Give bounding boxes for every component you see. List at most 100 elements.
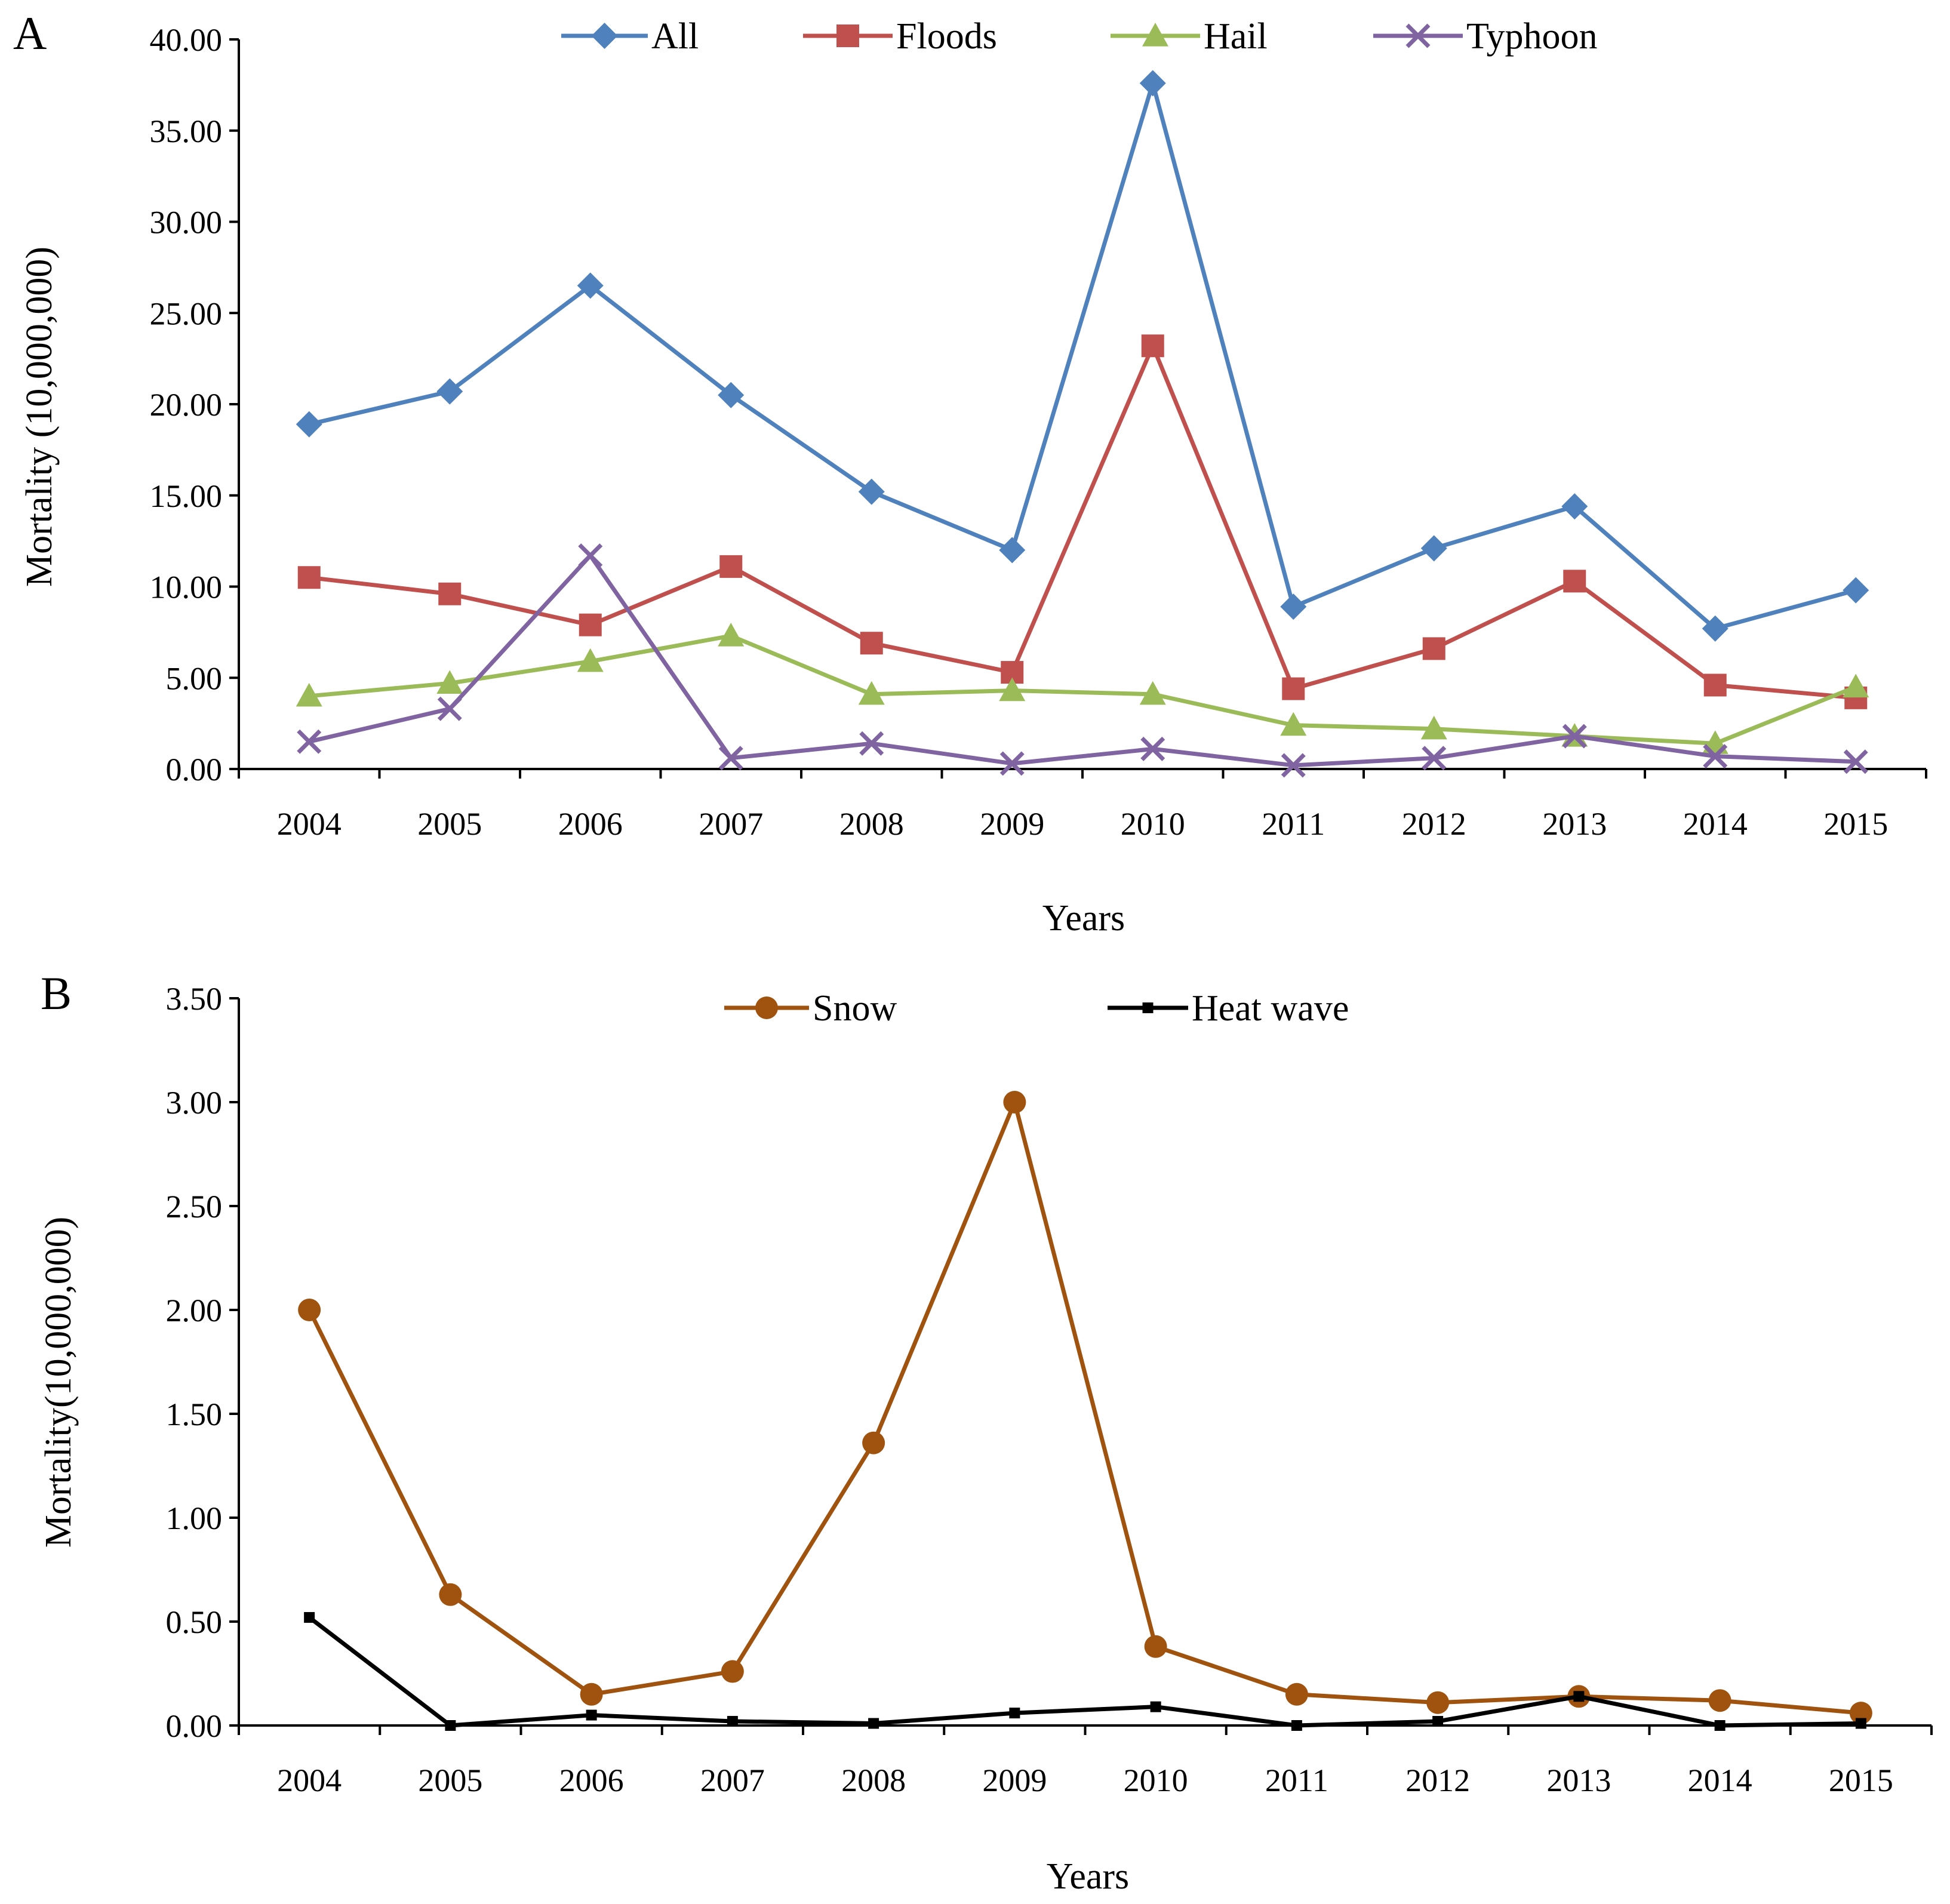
x-tick-label: 2004 [277, 806, 342, 842]
y-tick-label: 35.00 [150, 113, 223, 149]
data-point [1139, 681, 1166, 705]
data-point [1144, 1635, 1167, 1658]
data-point [1422, 746, 1447, 771]
data-point [1714, 1720, 1726, 1731]
data-point [436, 378, 463, 405]
series-line-heat-wave [307, 1616, 1861, 1728]
series-line-snow [307, 1100, 1862, 1715]
data-point [1422, 637, 1445, 660]
data-point [721, 1660, 744, 1683]
data-point [1561, 493, 1588, 520]
x-tick-label: 2014 [1688, 1762, 1752, 1798]
data-point [1139, 70, 1166, 97]
x-tick-label: 2007 [700, 1762, 765, 1798]
x-tick-label: 2009 [980, 806, 1044, 842]
data-point [719, 555, 743, 578]
panel-letter-a: A [13, 7, 47, 59]
data-point [718, 746, 743, 771]
data-point [298, 1299, 321, 1321]
data-point [579, 613, 602, 636]
data-point [1849, 1702, 1872, 1725]
data-point [718, 382, 745, 408]
x-tick-label: 2005 [417, 806, 482, 842]
data-point [1291, 1720, 1302, 1731]
x-axis-label-a: Years [1042, 898, 1125, 939]
x-tick-label: 2015 [1829, 1762, 1893, 1798]
legend-label: Hail [1204, 16, 1268, 57]
legend-marker [836, 24, 859, 47]
x-tick-label: 2008 [839, 806, 904, 842]
legend-marker [755, 996, 778, 1019]
x-tick-label: 2013 [1542, 806, 1607, 842]
data-point [1843, 673, 1869, 698]
legend-label: Typhoon [1466, 16, 1598, 57]
chart-panel-b: B Years Mortality(10,000,000) 0.00 0.50 1.… [38, 967, 1933, 1897]
y-tick-label: 0.00 [166, 752, 223, 788]
y-tick-label: 3.00 [166, 1085, 223, 1121]
x-tick-label: 2011 [1265, 1762, 1328, 1798]
data-point [297, 566, 321, 589]
legend-label: Floods [896, 16, 997, 57]
y-axis-label-a: Mortality (10,000,000) [19, 247, 60, 587]
y-tick-label: 15.00 [150, 478, 223, 514]
data-point [1280, 712, 1307, 736]
data-point [438, 582, 462, 605]
x-tick-label: 2012 [1402, 806, 1466, 842]
data-point [296, 411, 322, 438]
data-point [436, 670, 463, 694]
legend-marker [1405, 23, 1431, 48]
data-point [1150, 1701, 1161, 1712]
y-tick-label: 1.50 [166, 1397, 223, 1432]
series-line-hail [309, 633, 1857, 746]
data-point [445, 1720, 456, 1731]
y-tick-label: 25.00 [150, 296, 223, 331]
y-tick-label: 20.00 [150, 387, 223, 423]
data-point [439, 1583, 462, 1606]
x-tick-label: 2015 [1823, 806, 1888, 842]
legend-marker [1142, 23, 1168, 47]
data-point [1009, 1708, 1020, 1719]
y-tick-label: 2.50 [166, 1189, 223, 1225]
legend-label: Heat wave [1192, 988, 1349, 1029]
data-point [999, 751, 1025, 776]
data-point [1702, 615, 1728, 642]
panel-letter-b: B [41, 967, 72, 1019]
x-tick-label: 2006 [559, 1762, 624, 1798]
data-point [1420, 715, 1447, 740]
y-tick-label: 30.00 [150, 205, 223, 241]
y-tick-label: 40.00 [150, 22, 223, 58]
series-line-all [308, 81, 1857, 631]
y-tick-label: 5.00 [166, 660, 223, 696]
data-point [1282, 677, 1305, 700]
series-line-typhoon [308, 553, 1856, 768]
x-tick-label: 2004 [277, 1762, 342, 1798]
data-point [718, 622, 745, 647]
data-point [304, 1612, 315, 1623]
data-point [1855, 1718, 1866, 1729]
data-point [999, 677, 1026, 702]
data-point [1703, 673, 1727, 697]
data-point [1708, 1689, 1731, 1712]
legend-label: All [651, 16, 699, 57]
data-point [858, 681, 885, 705]
legend-marker [591, 23, 618, 49]
y-axis-label-b: Mortality(10,000,000) [38, 1217, 79, 1548]
series-line-floods [309, 343, 1856, 700]
x-tick-label: 2009 [982, 1762, 1047, 1798]
x-tick-label: 2010 [1121, 806, 1185, 842]
data-point [580, 1682, 603, 1706]
data-point [586, 1709, 597, 1721]
data-point [860, 632, 883, 655]
data-point [1420, 535, 1447, 562]
data-point [1573, 1691, 1585, 1702]
y-tick-label: 10.00 [150, 570, 223, 605]
x-tick-label: 2006 [558, 806, 623, 842]
x-tick-label: 2010 [1124, 1762, 1188, 1798]
y-tick-label: 0.50 [166, 1604, 223, 1640]
legend-marker [1142, 1002, 1154, 1013]
x-axis-label-b: Years [1047, 1856, 1129, 1897]
x-tick-label: 2005 [418, 1762, 482, 1798]
y-tick-label: 3.50 [166, 981, 223, 1017]
data-point [577, 272, 604, 299]
